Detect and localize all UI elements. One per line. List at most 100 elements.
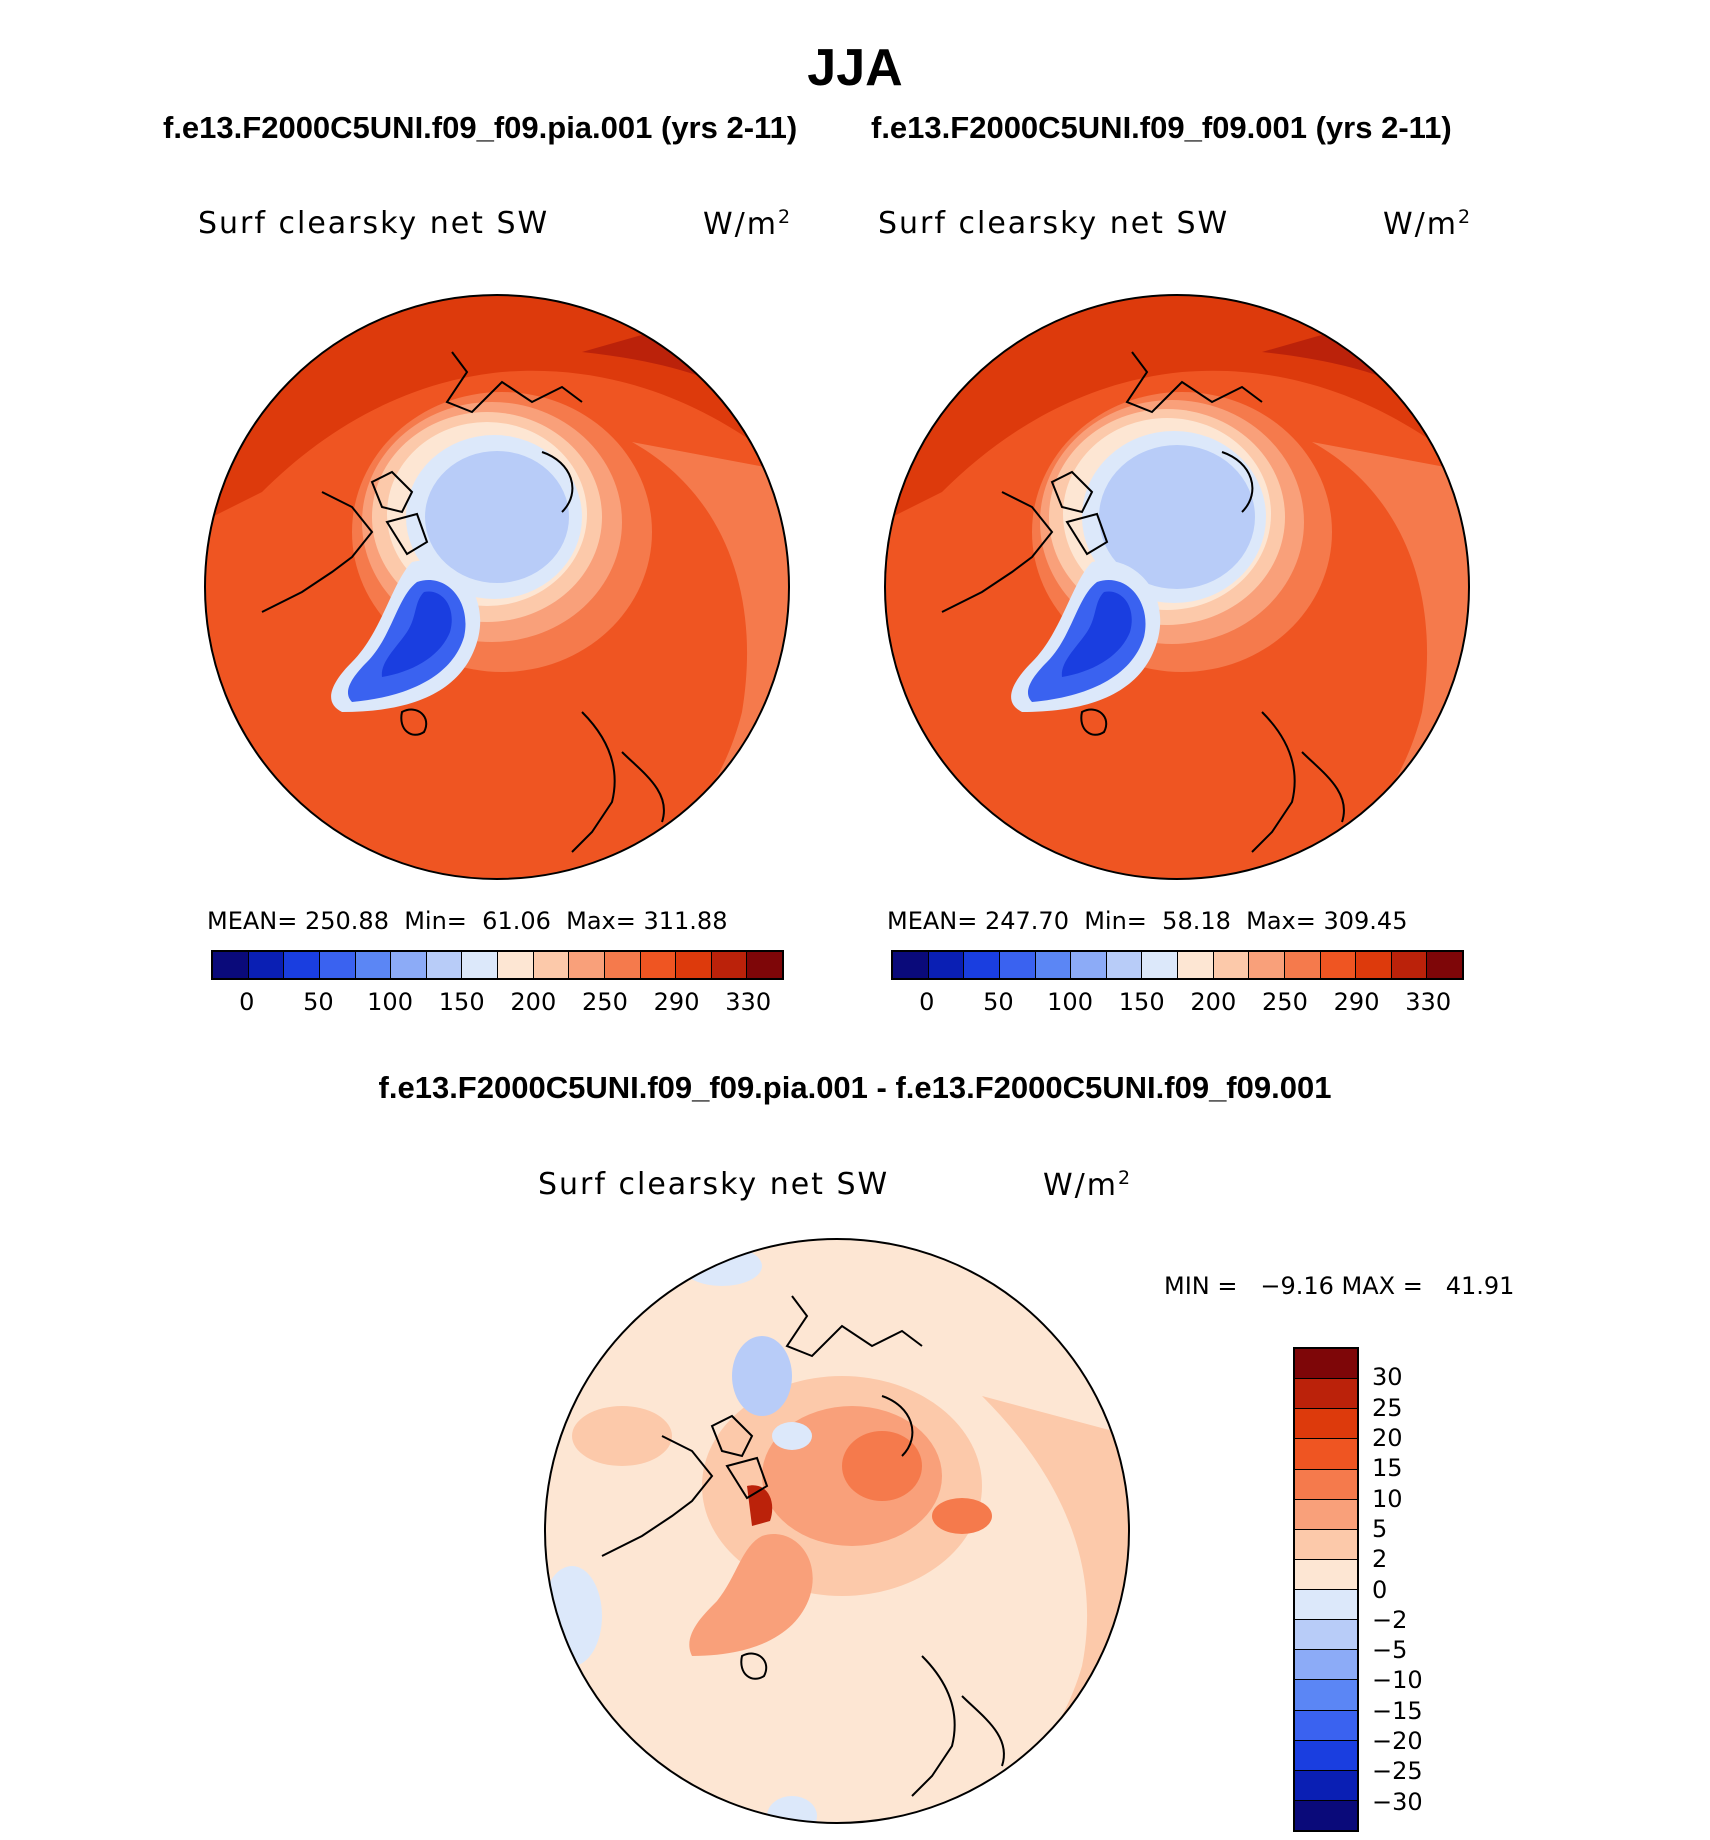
- right-colorbar-tick-label: 250: [1262, 988, 1308, 1016]
- difference-colorbar-tick-label: 15: [1372, 1454, 1403, 1483]
- difference-colorbar-swatch: [1295, 1559, 1357, 1590]
- right-colorbar-swatch: [1320, 952, 1357, 978]
- left-polar-map: [204, 294, 790, 880]
- difference-colorbar-tick-label: 0: [1372, 1575, 1388, 1604]
- difference-colorbar-swatch: [1295, 1499, 1357, 1530]
- difference-colorbar-swatch: [1295, 1620, 1357, 1651]
- right-units-label: W/m2: [1383, 206, 1473, 242]
- right-colorbar-swatch: [893, 952, 929, 978]
- difference-colorbar-swatch: [1295, 1590, 1357, 1621]
- right-colorbar-ticks: 0 50 100 150 200 250 290 330: [891, 988, 1464, 1018]
- difference-colorbar-swatch: [1295, 1740, 1357, 1771]
- right-colorbar-tick-label: 150: [1118, 988, 1165, 1016]
- difference-colorbar-swatch: [1295, 1349, 1357, 1380]
- left-colorbar-tick-label: 100: [367, 988, 413, 1016]
- right-colorbar-tick-label: 0: [919, 988, 935, 1016]
- difference-colorbar-tick-label: −2: [1372, 1605, 1408, 1634]
- left-colorbar: [211, 950, 784, 980]
- difference-colorbar-tick-label: 10: [1372, 1484, 1403, 1513]
- difference-colorbar-swatch: [1295, 1409, 1357, 1440]
- left-colorbar-swatch: [426, 952, 463, 978]
- right-colorbar-tick-label: 330: [1405, 988, 1452, 1016]
- difference-colorbar-tick-label: 25: [1372, 1393, 1403, 1422]
- left-colorbar-swatch: [569, 952, 605, 978]
- difference-colorbar-swatch: [1295, 1469, 1357, 1500]
- right-colorbar-swatch: [1142, 952, 1178, 978]
- left-colorbar-swatch: [248, 952, 285, 978]
- right-colorbar-tick-label: 100: [1047, 988, 1093, 1016]
- difference-colorbar-swatch: [1295, 1439, 1357, 1470]
- difference-colorbar-swatch: [1295, 1770, 1357, 1801]
- right-colorbar-swatch: [1178, 952, 1214, 978]
- left-stats: MEAN= 250.88 Min= 61.06 Max= 311.88: [207, 907, 728, 935]
- left-colorbar-swatch: [711, 952, 748, 978]
- left-case-title: f.e13.F2000C5UNI.f09_f09.pia.001 (yrs 2-…: [163, 110, 798, 145]
- right-colorbar-swatch: [999, 952, 1036, 978]
- difference-colorbar-swatch: [1295, 1529, 1357, 1560]
- right-colorbar-tick-label: 50: [983, 988, 1014, 1016]
- left-units-label: W/m2: [703, 206, 793, 242]
- left-colorbar-ticks: 0 50 100 150 200 250 290 330: [211, 988, 784, 1018]
- difference-colorbar-tick-label: −25: [1372, 1757, 1423, 1786]
- difference-minmax: MIN = −9.16 MAX = 41.91: [1164, 1272, 1515, 1300]
- left-colorbar-swatch: [747, 952, 782, 978]
- right-colorbar-swatch: [1035, 952, 1072, 978]
- difference-colorbar-swatch: [1295, 1650, 1357, 1681]
- difference-polar-map: [544, 1238, 1130, 1824]
- left-colorbar-swatch: [213, 952, 249, 978]
- right-colorbar-tick-label: 200: [1190, 988, 1237, 1016]
- difference-colorbar-tick-label: −30: [1372, 1787, 1423, 1816]
- left-colorbar-swatch: [640, 952, 677, 978]
- right-colorbar-swatch: [1391, 952, 1428, 978]
- left-variable-label: Surf clearsky net SW: [198, 206, 550, 241]
- right-colorbar-swatch: [1249, 952, 1285, 978]
- difference-colorbar: [1293, 1347, 1359, 1832]
- right-case-title: f.e13.F2000C5UNI.f09_f09.001 (yrs 2-11): [871, 110, 1452, 145]
- right-colorbar-swatch: [928, 952, 965, 978]
- left-colorbar-swatch: [498, 952, 534, 978]
- difference-colorbar-tick-label: 30: [1372, 1363, 1403, 1392]
- difference-colorbar-swatch: [1295, 1379, 1357, 1410]
- left-colorbar-swatch: [462, 952, 498, 978]
- right-colorbar-tick-label: 290: [1333, 988, 1380, 1016]
- right-variable-label: Surf clearsky net SW: [878, 206, 1230, 241]
- right-colorbar-swatch: [1071, 952, 1107, 978]
- left-colorbar-tick-label: 330: [725, 988, 772, 1016]
- right-polar-map: [884, 294, 1470, 880]
- difference-colorbar-tick-label: 20: [1372, 1423, 1403, 1452]
- right-colorbar-swatch: [1427, 952, 1462, 978]
- left-colorbar-swatch: [319, 952, 356, 978]
- left-colorbar-tick-label: 200: [510, 988, 557, 1016]
- difference-colorbar-tick-label: −15: [1372, 1696, 1423, 1725]
- difference-colorbar-tick-label: 5: [1372, 1514, 1388, 1543]
- left-colorbar-swatch: [391, 952, 427, 978]
- right-colorbar-swatch: [1213, 952, 1250, 978]
- left-colorbar-tick-label: 290: [653, 988, 700, 1016]
- difference-colorbar-swatch: [1295, 1800, 1357, 1830]
- difference-title: f.e13.F2000C5UNI.f09_f09.pia.001 - f.e13…: [378, 1070, 1332, 1105]
- left-colorbar-tick-label: 250: [582, 988, 628, 1016]
- difference-colorbar-swatch: [1295, 1680, 1357, 1711]
- right-colorbar-swatch: [1106, 952, 1143, 978]
- difference-colorbar-tick-label: 2: [1372, 1545, 1388, 1574]
- right-colorbar-swatch: [1356, 952, 1392, 978]
- right-colorbar: [891, 950, 1464, 980]
- figure-title: JJA: [807, 39, 903, 97]
- right-colorbar-swatch: [1284, 952, 1321, 978]
- left-colorbar-swatch: [355, 952, 392, 978]
- left-colorbar-tick-label: 150: [438, 988, 485, 1016]
- right-colorbar-swatch: [964, 952, 1000, 978]
- difference-colorbar-tick-label: −10: [1372, 1666, 1423, 1695]
- left-colorbar-swatch: [604, 952, 641, 978]
- difference-colorbar-ticks: 30 25 20 15 10 5 2 0 −2 −5 −10 −15 −20 −25 −30: [1372, 1347, 1452, 1832]
- left-colorbar-swatch: [676, 952, 712, 978]
- difference-colorbar-tick-label: −20: [1372, 1727, 1423, 1756]
- difference-colorbar-swatch: [1295, 1710, 1357, 1741]
- left-colorbar-tick-label: 50: [303, 988, 334, 1016]
- right-stats: MEAN= 247.70 Min= 58.18 Max= 309.45: [887, 907, 1408, 935]
- left-colorbar-swatch: [533, 952, 570, 978]
- left-colorbar-swatch: [284, 952, 320, 978]
- difference-colorbar-tick-label: −5: [1372, 1636, 1408, 1665]
- left-colorbar-tick-label: 0: [239, 988, 255, 1016]
- difference-variable-label: Surf clearsky net SW: [538, 1167, 890, 1202]
